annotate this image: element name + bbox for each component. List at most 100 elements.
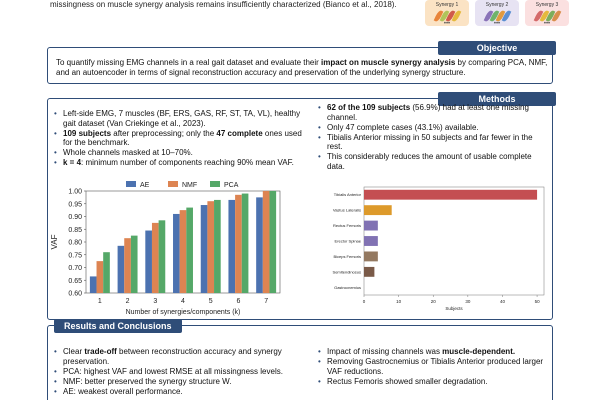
bar-missing — [364, 220, 378, 231]
ellipsis-icon: ••• — [443, 21, 451, 27]
x-tick-label: 3 — [153, 298, 157, 305]
bar-pca — [241, 193, 249, 293]
bar-pca — [214, 199, 221, 293]
x-tick-label: 0 — [363, 299, 366, 304]
bar-ae — [173, 213, 180, 293]
bar-nmf — [124, 238, 131, 293]
x-axis-label: Number of synergies/components (k) — [126, 309, 241, 316]
bar-pca — [269, 191, 277, 293]
bar-pca — [103, 252, 110, 293]
bullet-text: Impact of missing channels was — [327, 347, 443, 356]
bullet-text: This considerably reduces the amount of … — [327, 152, 532, 171]
x-axis-label: Subjects — [445, 306, 463, 311]
y-tick-label: 0.65 — [68, 278, 82, 285]
x-tick-label: 4 — [181, 298, 185, 305]
list-item: Only 47 complete cases (43.1%) available… — [318, 123, 548, 133]
y-tick-label: 0.80 — [68, 240, 82, 247]
bar-ae — [228, 199, 236, 293]
x-tick-label: 20 — [431, 299, 437, 304]
bullet-text: after preprocessing; only the — [111, 128, 217, 138]
bullet-text: AE: weakest overall performance. — [63, 386, 183, 396]
bar-ae — [89, 276, 97, 293]
legend-label: NMF — [182, 182, 197, 189]
y-tick-label: 0.70 — [68, 265, 82, 272]
bar-ae — [200, 205, 208, 293]
legend-swatch — [210, 181, 220, 187]
x-tick-label: 6 — [236, 298, 240, 305]
list-item: Tibialis Anterior missing in 50 subjects… — [318, 133, 548, 152]
x-tick-label: 2 — [126, 298, 130, 305]
bullet-text: (56.9%) had at least one missing channel… — [327, 103, 529, 122]
bar-missing — [364, 251, 378, 262]
synergy-card-label: Synergy 2 — [485, 2, 509, 8]
bullet-bold: trade-off — [84, 347, 117, 356]
list-item: NMF: better preserved the synergy struct… — [54, 377, 302, 387]
bullet-text: between reconstruction accuracy and syne… — [63, 347, 282, 366]
missing-channels-chart: Tibialis Anterior Vastus Lateralis Rectus … — [333, 186, 545, 311]
bullet-bold: 47 complete — [216, 128, 263, 138]
bullet-bold: k = 4 — [63, 158, 82, 167]
bar-pca — [130, 235, 138, 293]
bar-missing — [364, 236, 378, 246]
methods-left-list: Left-side EMG, 7 muscles (BF, ERS, GAS, … — [54, 109, 302, 168]
objective-section: Objective To quantify missing EMG channe… — [47, 41, 556, 84]
x-tick-label: 7 — [264, 298, 268, 305]
muscle-leaves-icon — [525, 9, 569, 23]
legend-swatch — [168, 181, 178, 187]
bullet-bold: 62 of the 109 subjects — [327, 103, 411, 112]
y-tick-label: Biceps Femoris — [333, 254, 361, 259]
bullet-text: Removing Gastrocnemius or Tibialis Anter… — [327, 357, 544, 376]
legend-label: AE — [140, 182, 150, 189]
y-tick-label: Semitendinosus — [333, 269, 361, 274]
results-title: Results and Conclusions — [54, 319, 182, 333]
x-tick-label: 40 — [500, 299, 506, 304]
y-axis-label: VAF — [50, 234, 59, 249]
y-tick-label: Gastrocnemius — [334, 285, 361, 290]
synergy-card: Synergy 1 ••• — [425, 0, 469, 27]
y-tick-label: 1.00 — [68, 189, 82, 196]
ellipsis-icon: ••• — [543, 21, 551, 27]
bullet-text: Whole channels masked at 10–70%. — [63, 148, 193, 157]
list-item: Left-side EMG, 7 muscles (BF, ERS, GAS, … — [54, 109, 302, 128]
list-item: 109 subjects after preprocessing; only t… — [54, 129, 302, 148]
x-tick-label: 1 — [98, 298, 102, 305]
plot-frame — [363, 186, 545, 296]
synergy-card: Synergy 2 ••• — [475, 0, 519, 27]
list-item: PCA: highest VAF and lowest RMSE at all … — [54, 367, 302, 377]
x-tick-label: 30 — [465, 299, 471, 304]
bar-pca — [158, 220, 166, 293]
objective-text-pre: To quantify missing EMG channels in a re… — [56, 58, 322, 67]
y-tick-label: Tibialis Anterior — [334, 192, 362, 197]
bar-nmf — [96, 261, 104, 293]
results-right-list: Impact of missing channels was muscle-de… — [318, 347, 548, 387]
bar-nmf — [262, 191, 270, 293]
bar-nmf — [179, 210, 187, 293]
synergy-illustration: Synergy 1 ••• Synergy 2 ••• Synergy 3 ••… — [425, 0, 575, 28]
bar-missing — [364, 205, 392, 216]
list-item: Rectus Femoris showed smaller degradatio… — [318, 377, 548, 387]
methods-section: Methods Left-side EMG, 7 muscles (BF, ER… — [47, 92, 556, 320]
legend-label: PCA — [224, 182, 239, 189]
bar-pca — [186, 207, 193, 293]
list-item: This considerably reduces the amount of … — [318, 152, 548, 171]
legend-swatch — [126, 181, 136, 187]
bullet-bold: 109 subjects — [63, 128, 112, 138]
list-item: Clear trade-off between reconstruction a… — [54, 347, 302, 366]
x-tick-label: 5 — [209, 298, 213, 305]
objective-title: Objective — [438, 41, 556, 55]
y-tick-label: Erector Spinae — [335, 239, 362, 244]
objective-text-bold: impact on muscle synergy analysis — [321, 58, 456, 67]
list-item: k = 4: minimum number of components reac… — [54, 158, 302, 168]
bar-missing — [364, 189, 538, 200]
list-item: Whole channels masked at 10–70%. — [54, 148, 302, 158]
list-item: Removing Gastrocnemius or Tibialis Anter… — [318, 357, 548, 376]
bar-ae — [256, 197, 263, 293]
bar-missing — [364, 266, 375, 277]
list-item: Impact of missing channels was muscle-de… — [318, 347, 548, 357]
muscle-leaves-icon — [475, 9, 519, 23]
y-tick-label: Rectus Femoris — [333, 223, 361, 228]
bullet-bold: muscle-dependent. — [442, 347, 516, 356]
bullet-text: ones used for the benchmark. — [63, 128, 302, 148]
synergy-card: Synergy 3 ••• — [525, 0, 569, 27]
intro-text: missingness on muscle synergy analysis r… — [50, 0, 397, 9]
